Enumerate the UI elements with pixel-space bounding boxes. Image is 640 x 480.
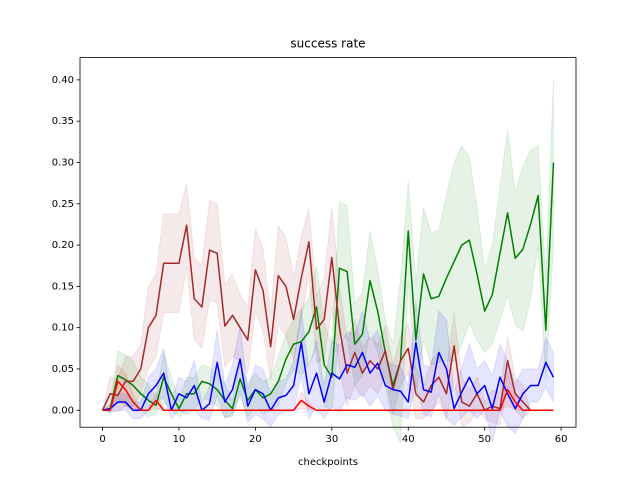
x-tick-label: 20: [249, 434, 262, 445]
x-tick-label: 0: [99, 434, 105, 445]
axes-frame: [79, 57, 577, 428]
x-tick-label: 30: [325, 434, 338, 445]
line: [102, 162, 555, 412]
y-tick-label: 0.00: [52, 405, 74, 416]
x-axis-label: checkpoints: [298, 457, 358, 468]
y-tick-label: 0.25: [52, 199, 74, 210]
line: [102, 341, 555, 412]
y-tick-label: 0.30: [52, 157, 74, 168]
chart-title: success rate: [290, 37, 365, 51]
x-tick-label: 10: [173, 434, 186, 445]
line: [101, 224, 554, 412]
y-tick-label: 0.35: [52, 116, 74, 127]
x-tick-label: 40: [402, 434, 415, 445]
y-tick-label: 0.10: [52, 323, 74, 334]
y-tick-label: 0.15: [52, 281, 74, 292]
x-tick-label: 50: [478, 434, 491, 445]
y-tick-label: 0.40: [52, 75, 74, 86]
x-tick-label: 60: [555, 434, 568, 445]
y-tick-label: 0.20: [52, 240, 74, 251]
y-tick-label: 0.05: [52, 364, 74, 375]
error-band: [101, 183, 554, 428]
line: [102, 380, 554, 412]
